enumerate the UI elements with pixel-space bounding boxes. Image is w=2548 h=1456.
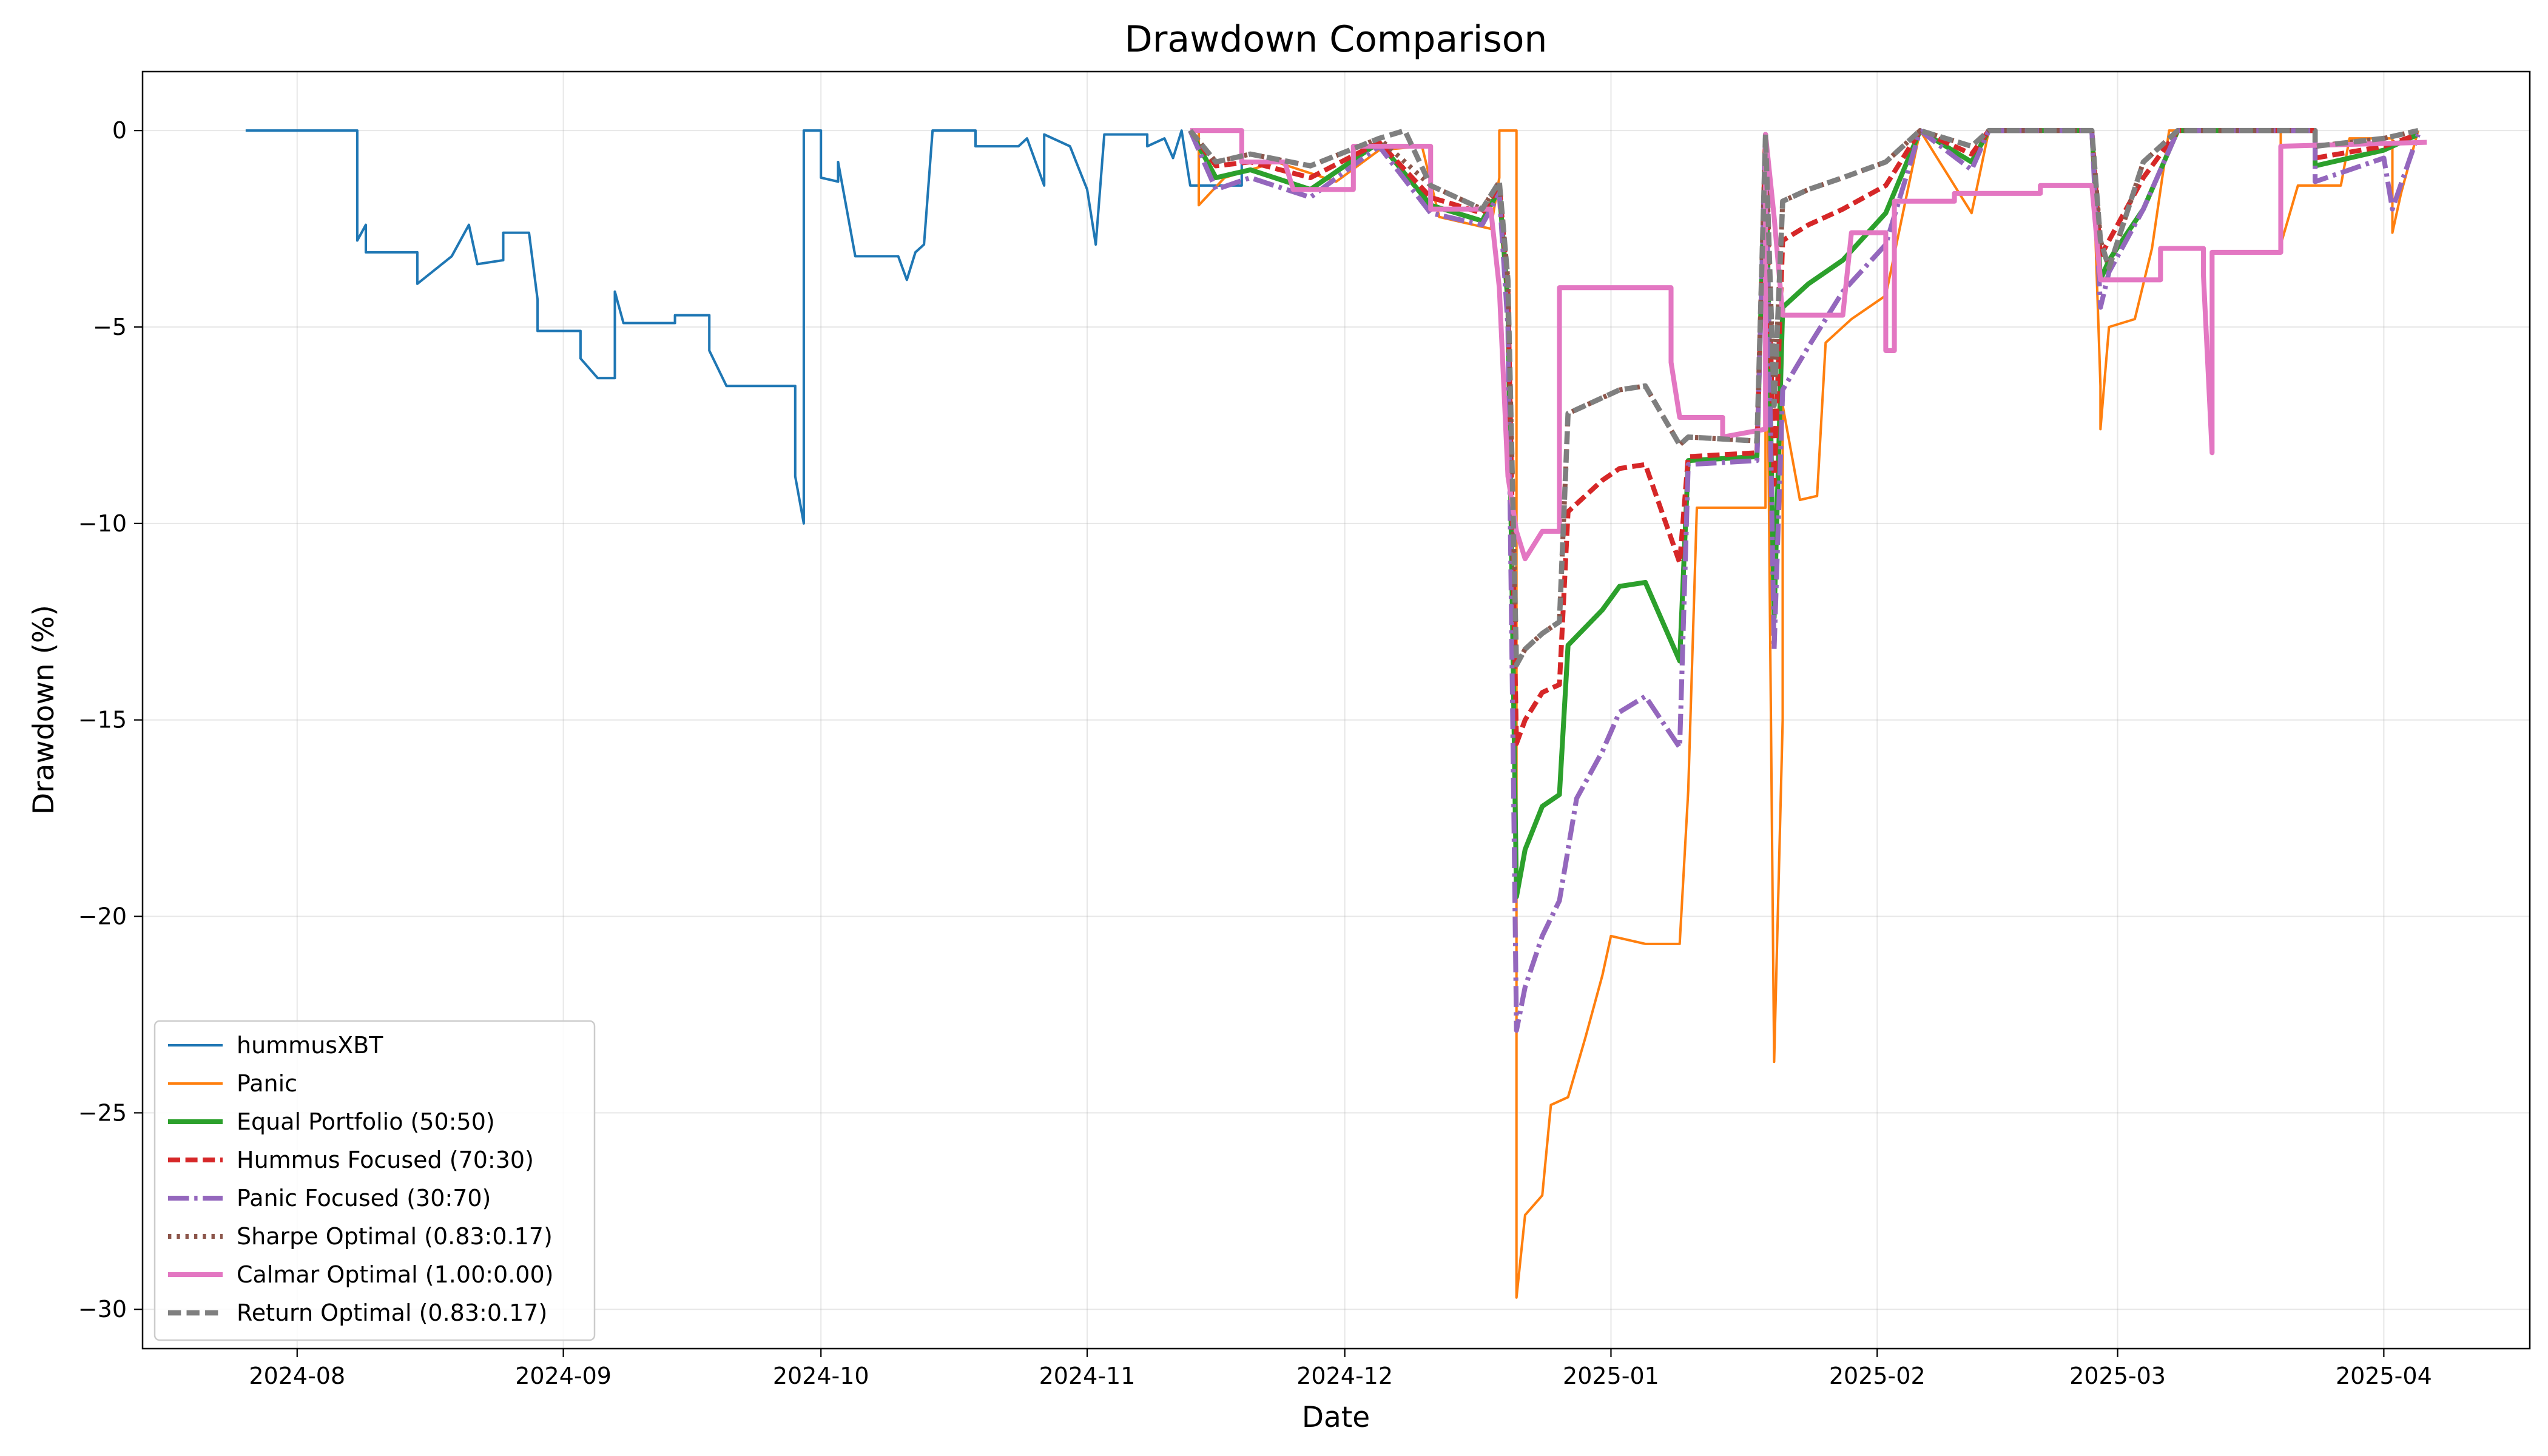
y-tick-label: 0: [112, 117, 127, 144]
x-tick-label: 2025-01: [1563, 1363, 1659, 1389]
x-tick-label: 2024-10: [773, 1363, 869, 1389]
y-tick-label: −25: [78, 1099, 127, 1126]
series-line-0: [245, 129, 1285, 525]
legend-label-1: Panic: [237, 1070, 297, 1097]
legend-label-6: Calmar Optimal (1.00:0.00): [237, 1261, 553, 1288]
y-tick-label: −30: [78, 1296, 127, 1323]
legend-label-0: hummusXBT: [237, 1032, 383, 1059]
y-tick-label: −5: [93, 314, 127, 340]
y-axis-label: Drawdown (%): [27, 605, 61, 815]
plot-frame: [141, 70, 2531, 1350]
y-tick-label: −10: [78, 510, 127, 537]
legend-label-3: Hummus Focused (70:30): [237, 1147, 534, 1173]
x-axis: 2024-08 2024-09 2024-10 2024-11 2024-12 2025-…: [249, 1349, 2432, 1389]
legend-label-7: Return Optimal (0.83:0.17): [237, 1299, 547, 1326]
x-tick-label: 2024-11: [1039, 1363, 1136, 1389]
x-tick-label: 2025-02: [1829, 1363, 1926, 1389]
legend-label-2: Equal Portfolio (50:50): [237, 1108, 495, 1135]
legend-label-5: Sharpe Optimal (0.83:0.17): [237, 1223, 553, 1250]
series-line-4: [1188, 128, 2421, 1033]
y-axis: 0 −5 −10 −15 −20 −25 −30: [78, 117, 143, 1323]
x-axis-label: Date: [1302, 1401, 1370, 1434]
grid-layer: [143, 72, 2530, 1349]
x-tick-label: 2024-12: [1296, 1363, 1393, 1389]
y-tick-label: −20: [78, 903, 127, 930]
legend-label-4: Panic Focused (30:70): [237, 1185, 491, 1212]
series-line-7: [1188, 127, 2419, 668]
x-tick-label: 2025-04: [2336, 1363, 2432, 1389]
legend: hummusXBT Panic Equal Portfolio (50:50) Hum…: [153, 1020, 596, 1341]
x-tick-label: 2024-08: [249, 1363, 345, 1389]
x-tick-label: 2024-09: [515, 1363, 612, 1389]
x-tick-label: 2025-03: [2069, 1363, 2166, 1389]
series-layer: [245, 127, 2427, 1299]
chart-title: Drawdown Comparison: [1125, 18, 1548, 61]
legend-box: [153, 1020, 596, 1341]
y-tick-label: −15: [78, 707, 127, 733]
